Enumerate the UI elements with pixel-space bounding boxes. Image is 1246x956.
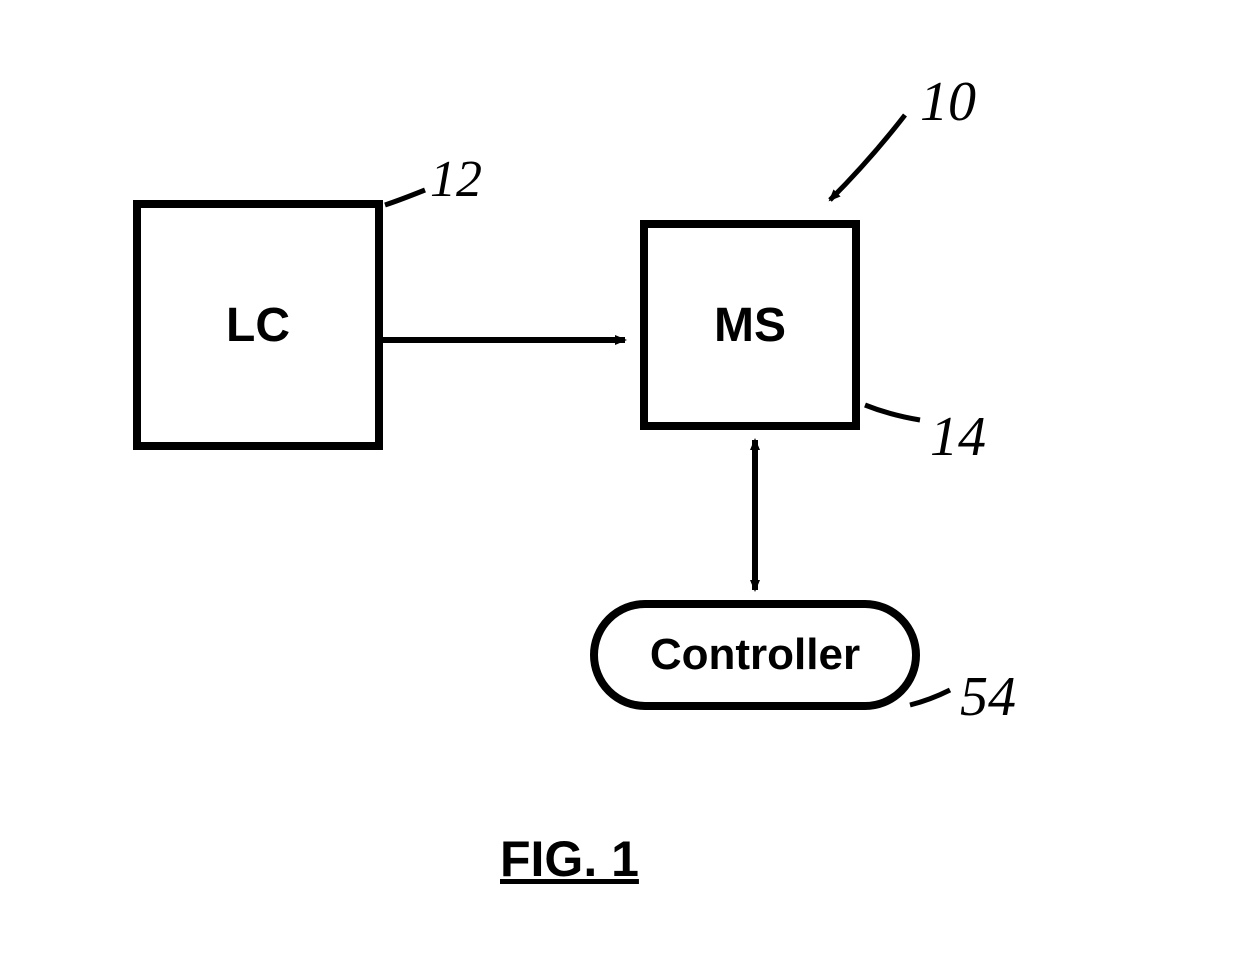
- lead-line-12: [385, 190, 425, 205]
- ref-14: 14: [930, 405, 986, 469]
- lc-block: LC: [133, 200, 383, 450]
- lead-line-10: [830, 115, 905, 200]
- connectors-overlay: [0, 0, 1246, 956]
- lc-label: LC: [226, 298, 290, 353]
- controller-label: Controller: [650, 630, 860, 680]
- lead-line-54: [910, 690, 950, 705]
- ref-54: 54: [960, 665, 1016, 729]
- lead-line-14: [865, 405, 920, 420]
- ms-label: MS: [714, 298, 786, 353]
- ref-10: 10: [920, 70, 976, 134]
- figure-caption: FIG. 1: [500, 830, 639, 888]
- ms-block: MS: [640, 220, 860, 430]
- controller-block: Controller: [590, 600, 920, 710]
- diagram-canvas: LC MS Controller 10 12 14 54 FIG. 1: [0, 0, 1246, 956]
- ref-12: 12: [430, 150, 482, 209]
